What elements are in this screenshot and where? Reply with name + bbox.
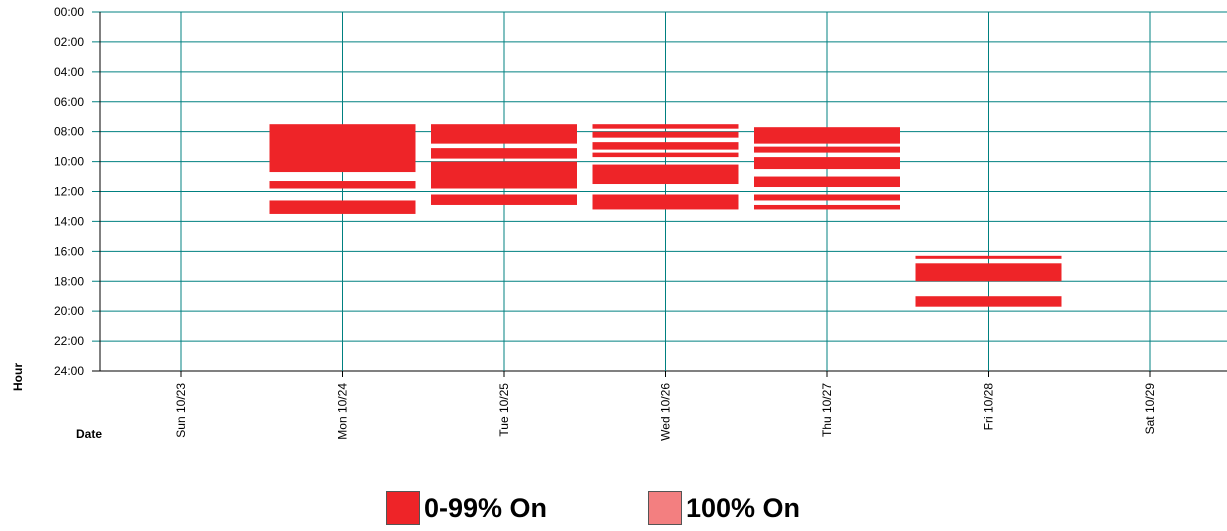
activity-bar (754, 146, 900, 153)
activity-bar (754, 157, 900, 170)
y-axis-title: Hour (11, 363, 25, 391)
y-tick-label: 16:00 (54, 244, 84, 258)
legend-label-1: 100% On (686, 492, 801, 523)
y-tick-label: 14:00 (54, 214, 84, 228)
y-tick-label: 12:00 (54, 185, 84, 199)
activity-bar (592, 152, 739, 158)
activity-bar (915, 255, 1062, 259)
y-tick-label: 08:00 (54, 125, 84, 139)
activity-bar (269, 124, 416, 173)
y-tick-label: 24:00 (54, 364, 84, 378)
y-tick-labels: 00:00 02:00 04:00 06:00 08:00 10:00 12:00 14:00… (54, 5, 84, 378)
x-tick-label: Mon 10/24 (336, 383, 350, 440)
x-tick-label: Sat 10/29 (1143, 383, 1157, 435)
activity-bar (431, 194, 577, 205)
y-tick-label: 22:00 (54, 334, 84, 348)
y-tick-label: 04:00 (54, 65, 84, 79)
y-tick-label: 00:00 (54, 5, 84, 19)
activity-bar (754, 127, 900, 144)
activity-bar (592, 164, 739, 185)
x-tick-labels: Sun 10/23 Mon 10/24 Tue 10/25 Wed 10/26 Thu … (174, 383, 1157, 441)
legend-item-0: 0-99% On (386, 489, 547, 527)
activity-bar (592, 124, 739, 129)
activity-bar (592, 142, 739, 150)
bars (269, 124, 1062, 307)
legend-swatch-1 (648, 491, 682, 525)
activity-bar (592, 131, 739, 138)
y-tick-label: 18:00 (54, 274, 84, 288)
activity-bar (754, 176, 900, 188)
x-axis-title: Date (76, 427, 102, 441)
activity-bar (431, 124, 577, 144)
y-tick-label: 02:00 (54, 35, 84, 49)
x-tick-label: Thu 10/27 (820, 383, 834, 437)
y-tick-label: 06:00 (54, 95, 84, 109)
activity-bar (915, 296, 1062, 307)
activity-bar (269, 200, 416, 214)
legend-label-0: 0-99% On (424, 492, 548, 523)
x-tick-label: Sun 10/23 (174, 383, 188, 438)
y-tick-label: 10:00 (54, 155, 84, 169)
activity-bar (754, 204, 900, 210)
x-tick-label: Fri 10/28 (982, 383, 996, 431)
x-tick-label: Tue 10/25 (497, 383, 511, 437)
legend-item-1: 100% On (648, 489, 800, 527)
activity-bar (431, 161, 577, 189)
activity-bar (269, 181, 416, 189)
activity-bar (754, 194, 900, 201)
activity-bar (915, 263, 1062, 282)
legend-swatch-0 (386, 491, 420, 525)
activity-bar (431, 148, 577, 159)
x-tick-label: Wed 10/26 (659, 383, 673, 441)
y-tick-label: 20:00 (54, 304, 84, 318)
activity-bar (592, 194, 739, 210)
